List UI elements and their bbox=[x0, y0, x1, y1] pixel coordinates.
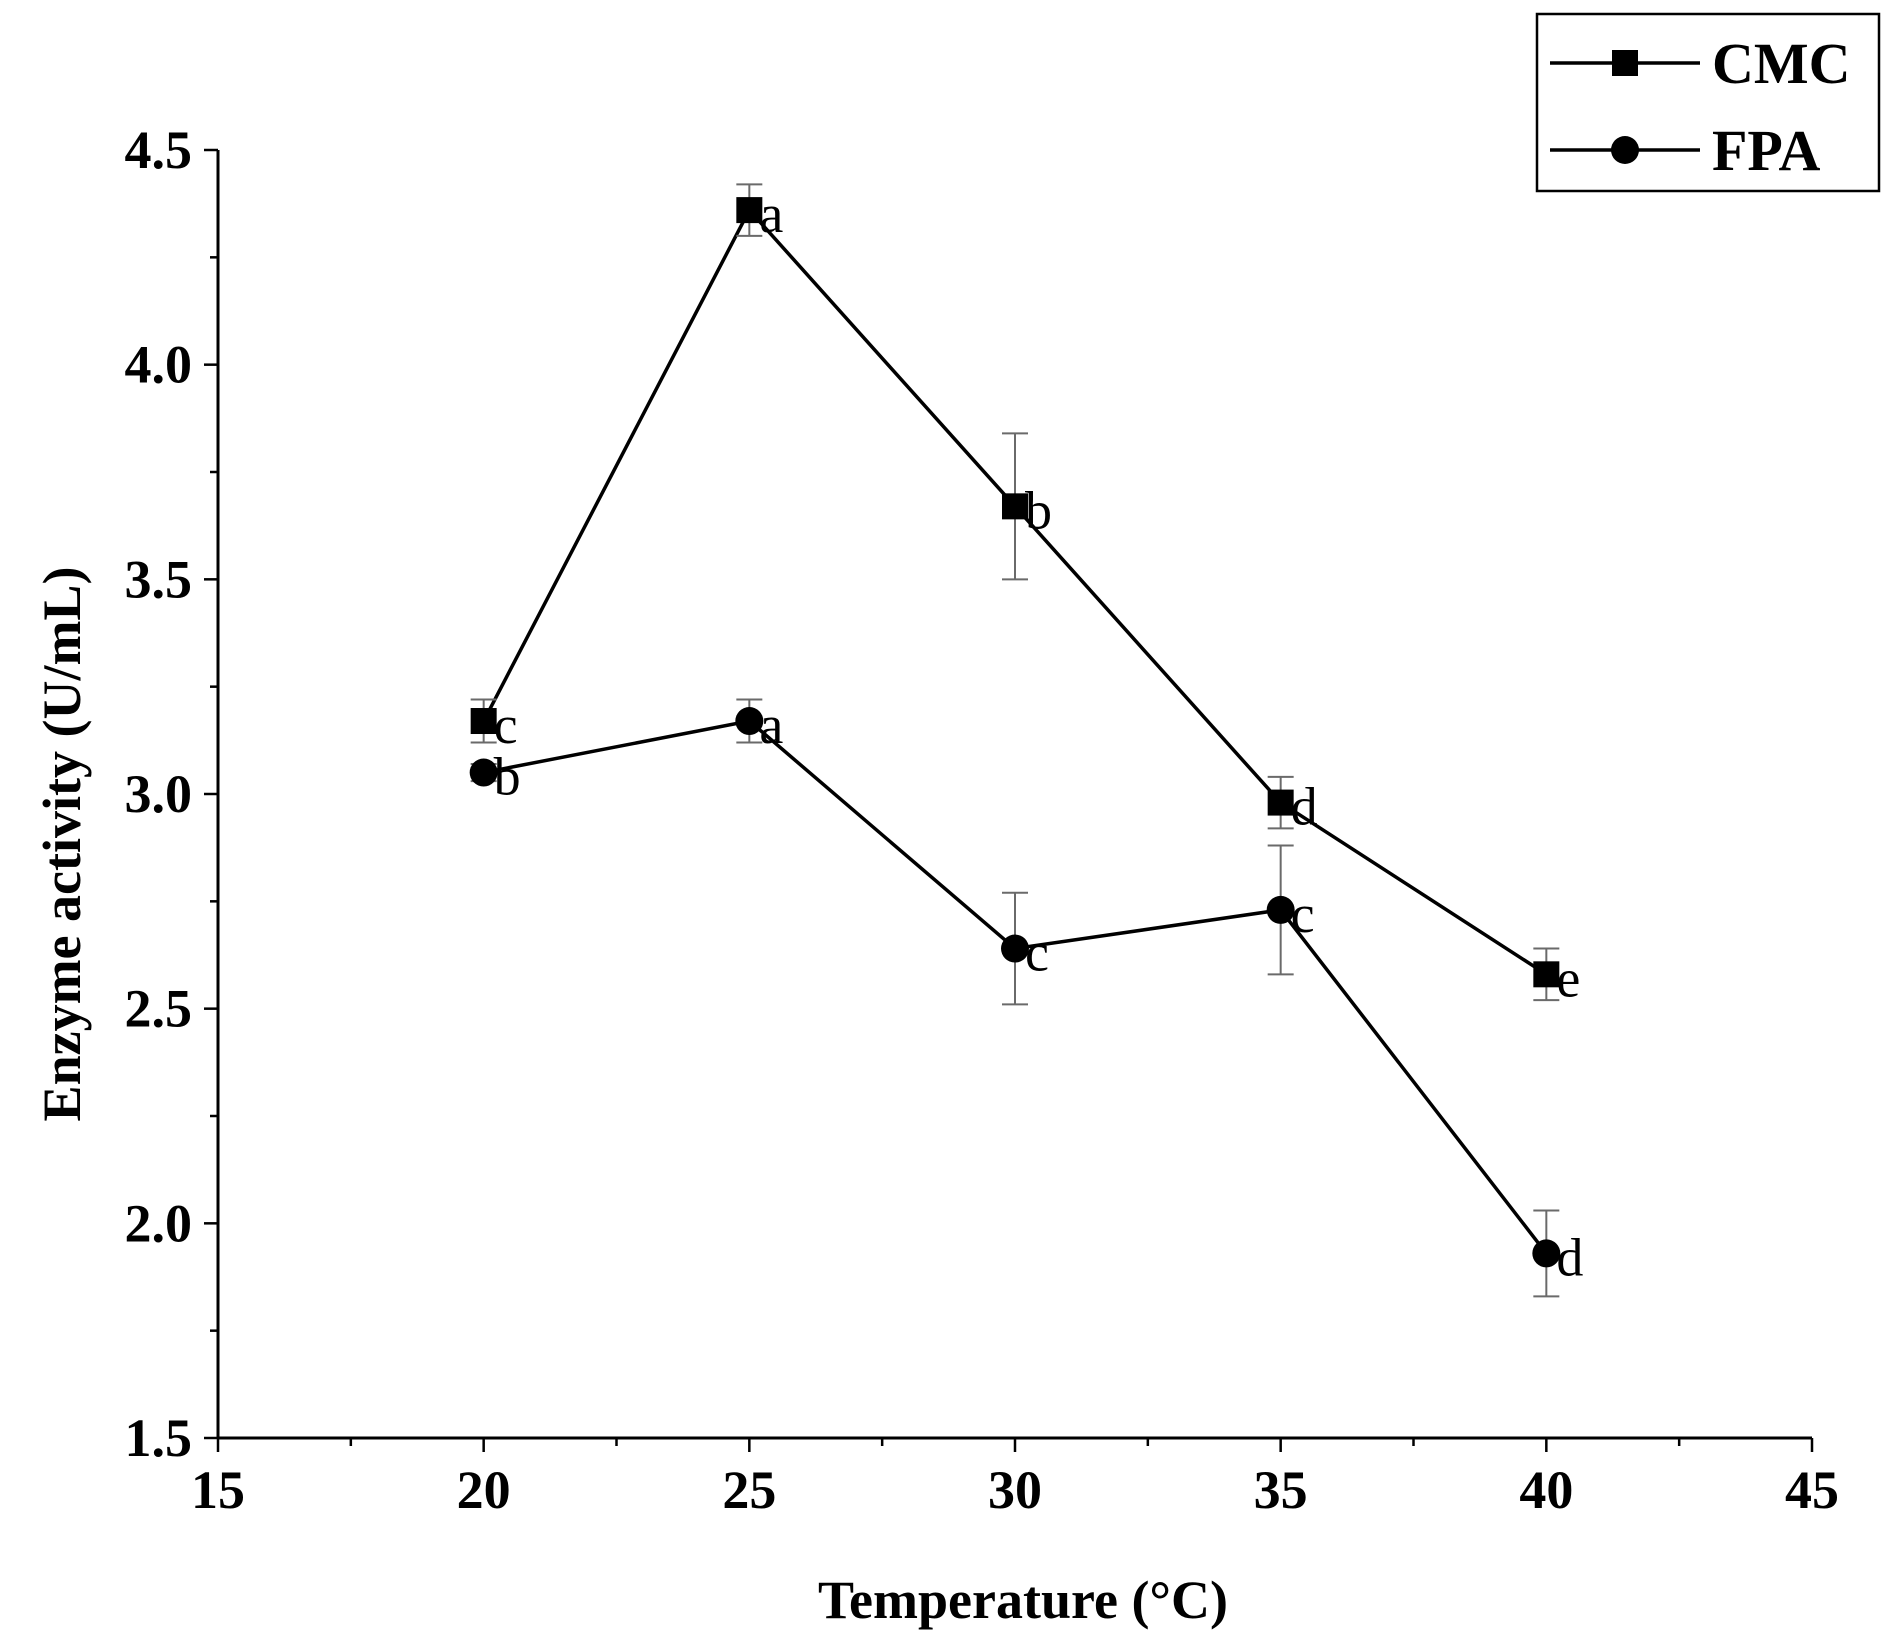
data-point-cmc bbox=[470, 708, 497, 735]
y-tick-label: 2.5 bbox=[125, 979, 193, 1039]
y-tick-label: 3.5 bbox=[125, 549, 193, 609]
data-point-cmc bbox=[1002, 493, 1028, 520]
y-tick-label: 3.0 bbox=[125, 764, 193, 824]
x-tick-label: 20 bbox=[457, 1460, 511, 1520]
legend-marker-circle bbox=[1611, 136, 1639, 164]
significance-label: c bbox=[494, 695, 518, 755]
significance-label: a bbox=[759, 695, 783, 755]
significance-label: d bbox=[1291, 777, 1318, 837]
significance-label: c bbox=[1291, 884, 1315, 944]
data-point-fpa bbox=[1001, 934, 1029, 963]
y-tick-label: 4.5 bbox=[125, 120, 193, 180]
series-line-cmc bbox=[482, 207, 1548, 976]
significance-label: a bbox=[759, 184, 783, 244]
legend-marker-square bbox=[1612, 50, 1638, 76]
x-tick-label: 30 bbox=[988, 1460, 1042, 1520]
significance-label: b bbox=[1025, 480, 1052, 540]
data-point-cmc bbox=[1533, 961, 1560, 988]
y-tick-label: 4.0 bbox=[125, 335, 193, 395]
axes: 15 20 25 30 35 40 45 1.5 2.0 2.5 3.0 3.5 4.0 4.5 Tempe… bbox=[32, 120, 1839, 1630]
data-point-fpa bbox=[469, 758, 498, 787]
x-tick-label: 45 bbox=[1785, 1460, 1839, 1520]
x-tick-label: 25 bbox=[722, 1460, 776, 1520]
data-point-fpa bbox=[1266, 895, 1295, 924]
legend: CMC FPA bbox=[1535, 12, 1881, 193]
x-tick-label: 40 bbox=[1519, 1460, 1573, 1520]
legend-entry-fpa: FPA bbox=[1550, 118, 1821, 183]
y-tick-label: 1.5 bbox=[125, 1408, 193, 1468]
x-tick-label: 35 bbox=[1254, 1460, 1308, 1520]
data-point-fpa bbox=[1532, 1239, 1561, 1268]
significance-label: d bbox=[1556, 1227, 1583, 1287]
y-axis-title: Enzyme activity (U/mL) bbox=[32, 567, 92, 1122]
significance-label: c bbox=[1025, 923, 1049, 983]
y-tick-label: 2.0 bbox=[125, 1193, 193, 1253]
data-point-fpa bbox=[735, 707, 764, 736]
data-point-cmc bbox=[1267, 789, 1294, 816]
series-cmc: c a b d e bbox=[470, 183, 1580, 1008]
x-axis-title: Temperature (°C) bbox=[818, 1570, 1228, 1630]
legend-box bbox=[1535, 12, 1881, 193]
legend-label: FPA bbox=[1712, 118, 1821, 183]
legend-label: CMC bbox=[1712, 31, 1851, 96]
x-tick-label: 15 bbox=[191, 1460, 245, 1520]
significance-label: e bbox=[1556, 948, 1580, 1008]
data-point-cmc bbox=[736, 197, 763, 224]
legend-entry-cmc: CMC bbox=[1550, 31, 1851, 96]
significance-label: b bbox=[494, 747, 521, 807]
